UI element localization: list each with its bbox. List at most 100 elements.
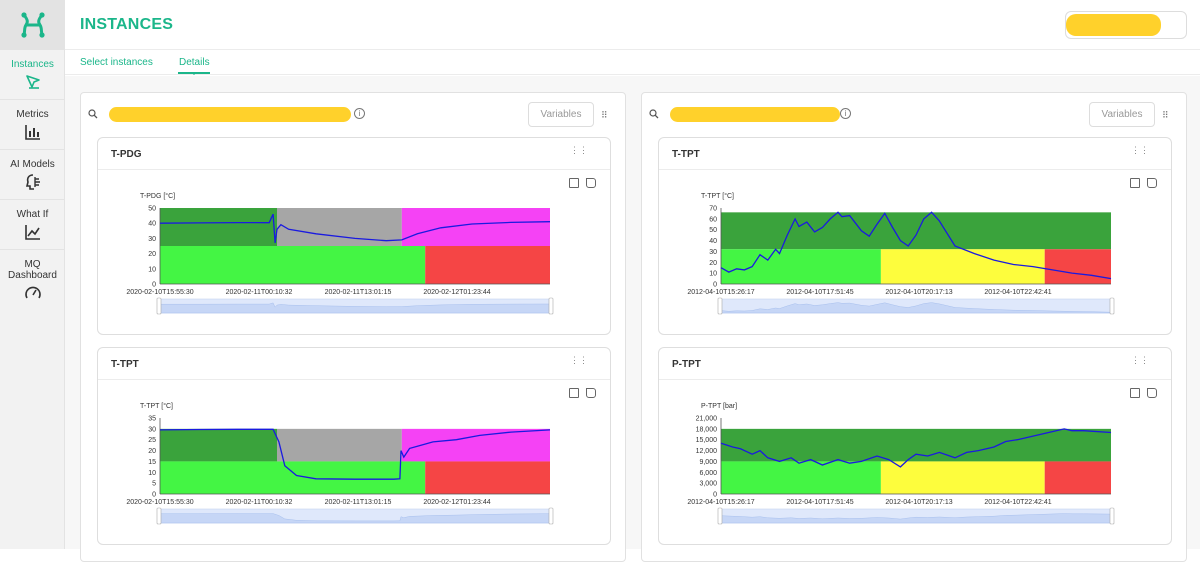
x-tick-label: 2020-02-11T13:01:15: [325, 289, 392, 296]
x-tick-label: 2020-02-11T00:10:32: [226, 499, 293, 506]
x-tick-label: 2020-02-10T15:55:30: [126, 499, 193, 506]
chart-unit-label: T-TPT [°C]: [140, 403, 174, 410]
search-icon[interactable]: [88, 109, 98, 119]
y-tick-label: 40: [148, 221, 156, 228]
y-tick-label: 10: [709, 271, 717, 278]
range-slider-handle-right: [548, 507, 554, 525]
range-slider-handle-left: [717, 297, 723, 315]
threshold-zone: [721, 461, 881, 494]
sidebar-item-ai-models[interactable]: AI Models: [0, 150, 65, 200]
y-tick-label: 18,000: [696, 426, 718, 433]
sidebar-item-what-if[interactable]: What If: [0, 200, 65, 250]
range-slider-overview: [159, 513, 551, 524]
zoom-box-icon[interactable]: [569, 178, 579, 188]
variables-button[interactable]: Variables: [1089, 102, 1155, 127]
sidebar-item-instances[interactable]: Instances: [0, 50, 65, 100]
grid-menu-icon[interactable]: ⠿: [601, 110, 608, 120]
y-tick-label: 5: [152, 481, 156, 488]
y-tick-label: 50: [148, 206, 156, 213]
zoom-box-icon[interactable]: [1130, 388, 1140, 398]
threshold-zone: [721, 212, 1111, 250]
threshold-zone: [880, 249, 1045, 284]
bar-chart-icon: [24, 125, 40, 140]
y-tick-label: 20: [709, 260, 717, 267]
y-tick-label: 30: [709, 249, 717, 256]
chart-title: P-TPT: [672, 359, 701, 370]
range-slider-overview: [159, 302, 551, 314]
line-chart-icon: [24, 225, 40, 240]
sidebar: Instances Metrics AI Models What If MQ D…: [0, 0, 65, 549]
sidebar-item-metrics[interactable]: Metrics: [0, 100, 65, 150]
y-tick-label: 30: [148, 426, 156, 433]
redacted-user-name: [1066, 14, 1161, 36]
h-logo-icon[interactable]: [0, 0, 65, 50]
page-title: INSTANCES: [80, 16, 174, 33]
user-menu[interactable]: [1065, 11, 1187, 39]
sidebar-item-label: AI Models: [10, 159, 55, 170]
y-tick-label: 6,000: [699, 470, 717, 477]
range-slider-overview: [720, 302, 1112, 314]
range-slider-handle-left: [156, 507, 162, 525]
tab-select-instances[interactable]: Select instances: [80, 57, 153, 68]
tab-bar: Select instances Details: [65, 50, 1200, 75]
tab-details[interactable]: Details: [179, 57, 210, 68]
variables-button[interactable]: Variables: [528, 102, 594, 127]
chart-card: T-PDG ⋮⋮ T-PDG [°C] 50 40 30 20 10 0 2020-02-1…: [97, 137, 611, 335]
x-tick-label: 2020-02-10T15:55:30: [126, 289, 193, 296]
chart-unit-label: P-TPT [bar]: [701, 403, 738, 410]
threshold-zone: [721, 428, 1111, 462]
chart-card: T-TPT ⋮⋮ T-TPT [°C] 70 60 50 40 30 20 10 0 2012-…: [658, 137, 1172, 335]
y-tick-label: 15,000: [696, 437, 718, 444]
reset-zoom-icon[interactable]: [1147, 178, 1157, 188]
chart-card-header: T-TPT ⋮⋮: [98, 348, 610, 380]
chart-unit-label: T-PDG [°C]: [140, 193, 176, 200]
chart-plot[interactable]: 21,000 18,000 15,000 12,000 9,000 6,000 3,000 0…: [659, 412, 1173, 542]
search-icon[interactable]: [649, 109, 659, 119]
info-icon[interactable]: i: [354, 108, 365, 119]
y-tick-label: 20: [148, 251, 156, 258]
sidebar-item-label: Instances: [11, 59, 54, 70]
x-tick-label: 2020-02-11T00:10:32: [226, 289, 293, 296]
y-tick-label: 30: [148, 236, 156, 243]
sidebar-item-mq-dashboard[interactable]: MQ Dashboard: [0, 250, 65, 300]
drag-handle-icon[interactable]: ⋮⋮: [1131, 355, 1149, 365]
threshold-zone: [425, 246, 550, 284]
y-tick-label: 10: [148, 266, 156, 273]
zoom-box-icon[interactable]: [1130, 178, 1140, 188]
series-line: [159, 428, 551, 480]
y-tick-label: 21,000: [696, 416, 718, 423]
active-tab-indicator: [178, 72, 210, 75]
drag-handle-icon[interactable]: ⋮⋮: [570, 355, 588, 365]
reset-zoom-icon[interactable]: [586, 178, 596, 188]
x-tick-label: 2012-04-10T22:42:41: [984, 499, 1051, 506]
reset-zoom-icon[interactable]: [586, 388, 596, 398]
range-slider-overview: [720, 513, 1112, 524]
y-tick-label: 15: [148, 459, 156, 466]
redacted-instance-name: [109, 107, 351, 122]
y-tick-label: 25: [148, 437, 156, 444]
header: INSTANCES: [65, 0, 1200, 50]
zoom-box-icon[interactable]: [569, 388, 579, 398]
range-slider-handle-right: [548, 297, 554, 315]
threshold-zone: [880, 461, 1045, 494]
y-tick-label: 10: [148, 470, 156, 477]
chart-title: T-TPT: [672, 149, 700, 160]
drag-handle-icon[interactable]: ⋮⋮: [1131, 145, 1149, 155]
redacted-instance-name: [670, 107, 840, 122]
range-slider-handle-left: [717, 507, 723, 525]
x-tick-label: 2020-02-11T13:01:15: [325, 499, 392, 506]
threshold-zone: [277, 428, 402, 462]
chart-card-header: T-TPT ⋮⋮: [659, 138, 1171, 170]
instance-panel-right: i Variables ⠿ T-TPT ⋮⋮ T-TPT [°C] 70 60 50…: [641, 92, 1187, 562]
series-line: [720, 428, 1112, 468]
grid-menu-icon[interactable]: ⠿: [1162, 110, 1169, 120]
info-icon[interactable]: i: [840, 108, 851, 119]
threshold-zone: [401, 428, 550, 462]
drag-handle-icon[interactable]: ⋮⋮: [570, 145, 588, 155]
y-tick-label: 0: [713, 492, 717, 499]
reset-zoom-icon[interactable]: [1147, 388, 1157, 398]
range-slider-handle-right: [1109, 297, 1115, 315]
